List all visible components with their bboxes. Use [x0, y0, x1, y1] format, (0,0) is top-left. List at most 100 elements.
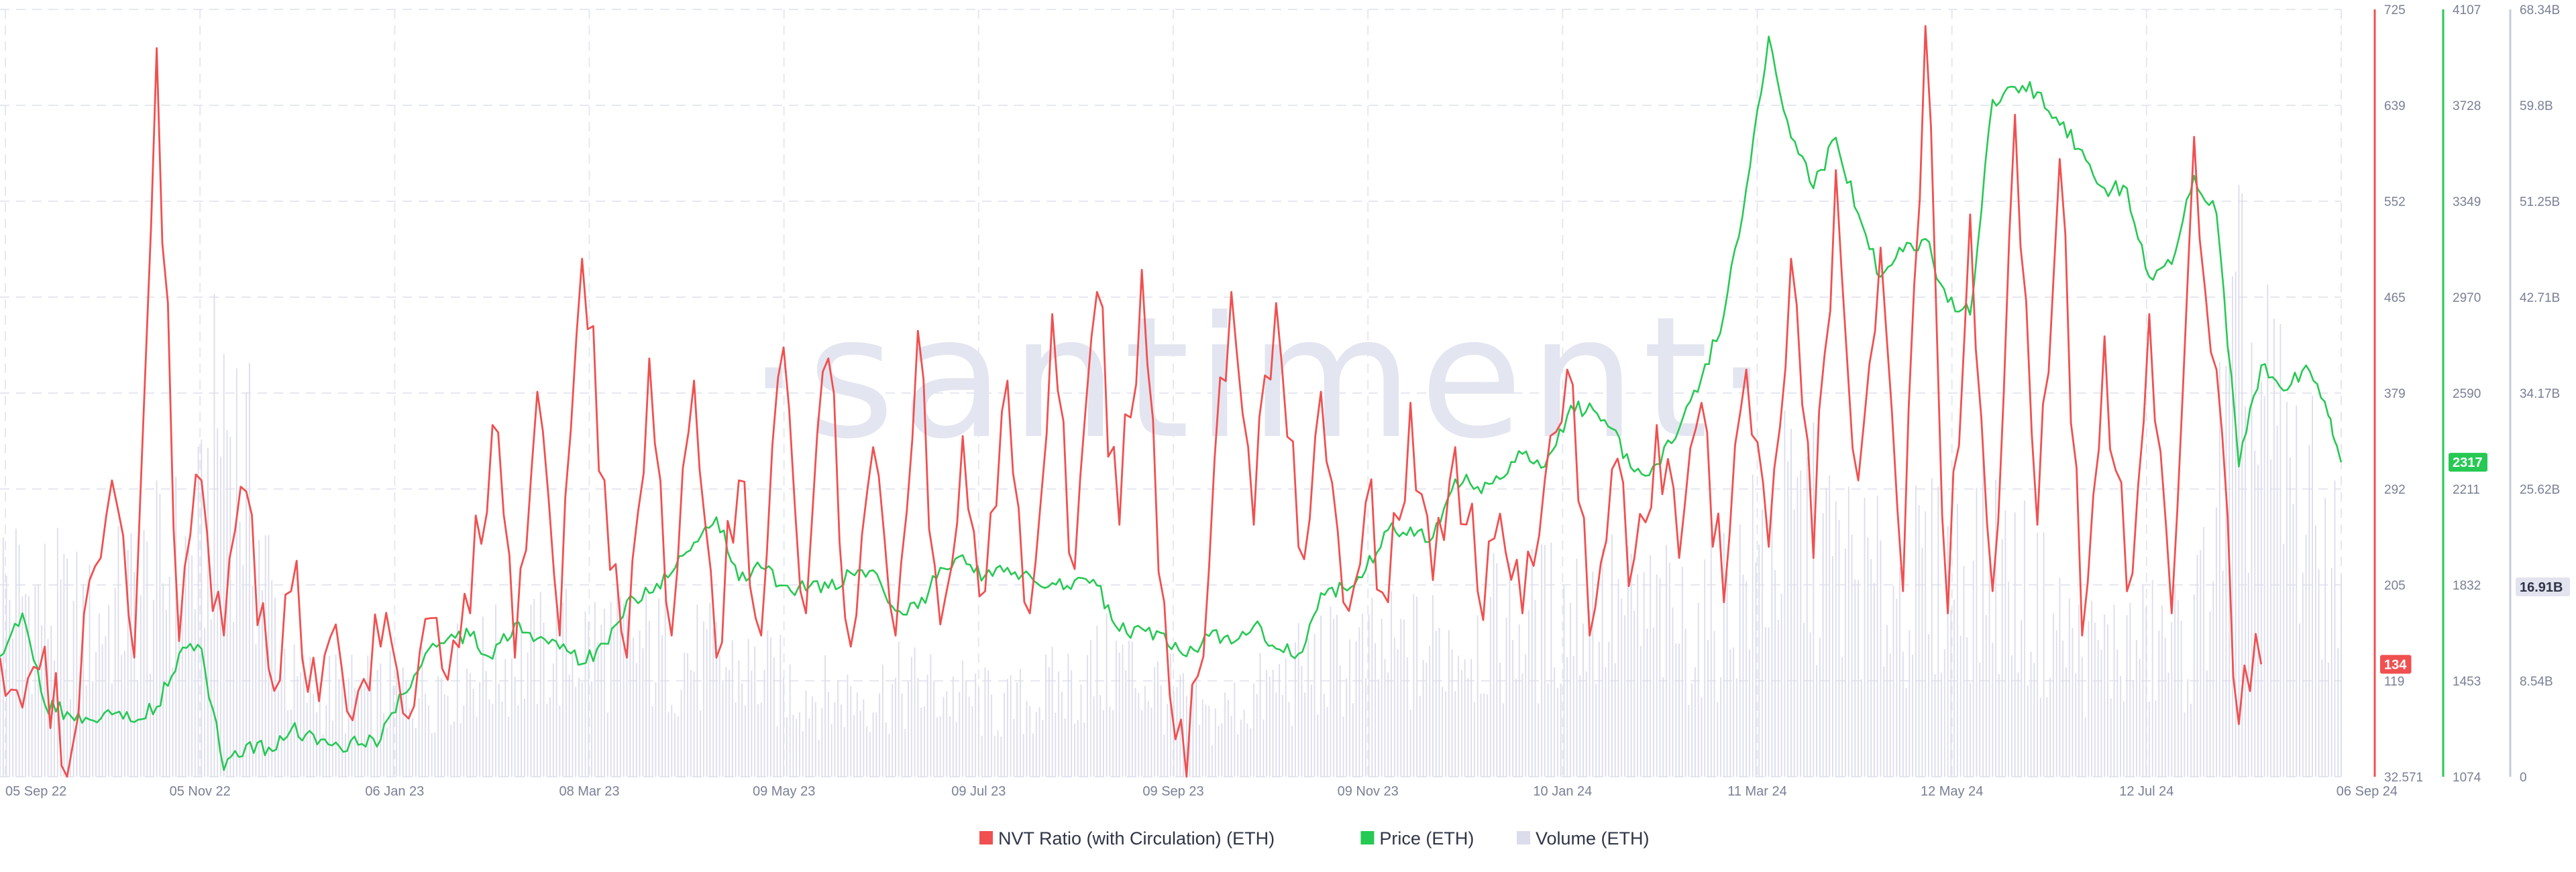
- legend-label: Volume (ETH): [1536, 828, 1650, 849]
- volume-bar: [47, 639, 49, 777]
- volume-bar: [792, 714, 794, 777]
- volume-bar: [517, 705, 519, 777]
- volume-bar: [2062, 641, 2064, 777]
- volume-bar: [1141, 710, 1142, 777]
- volume-bar: [1777, 619, 1779, 777]
- volume-bar: [1467, 678, 1469, 777]
- volume-bar: [2337, 648, 2339, 777]
- volume-bar: [1851, 534, 1853, 777]
- volume-bar: [2312, 396, 2313, 777]
- volume-bar: [1554, 667, 1556, 777]
- volume-bar: [879, 693, 881, 777]
- volume-bar: [1723, 533, 1725, 777]
- volume-bar: [690, 670, 692, 777]
- volume-bar: [776, 726, 778, 777]
- volume-bar: [2330, 567, 2332, 777]
- volume-bar: [546, 704, 548, 777]
- volume-bar: [1160, 685, 1162, 777]
- volume-bar: [1259, 653, 1261, 777]
- volume-bar: [1157, 661, 1159, 777]
- volume-bar: [1451, 649, 1453, 777]
- volume-bar: [1429, 646, 1431, 777]
- volume-bar: [2212, 581, 2214, 777]
- volume-bar: [2321, 659, 2323, 777]
- volume-bar: [1838, 520, 1840, 777]
- volume-bar: [347, 678, 350, 777]
- volume-bar: [606, 712, 608, 777]
- volume-bar: [409, 708, 411, 777]
- volume-bar: [1131, 641, 1133, 777]
- volume-bar: [1342, 716, 1344, 777]
- volume-bar: [882, 664, 883, 777]
- x-axis-labels: 05 Sep 22 05 Nov 22 06 Jan 23 08 Mar 23 09 M…: [5, 784, 2398, 799]
- volume-bar: [1525, 654, 1527, 777]
- volume-bar: [1144, 686, 1146, 777]
- volume-bar: [2180, 620, 2182, 777]
- volume-bar: [741, 683, 743, 777]
- volume-bar: [1934, 674, 1936, 777]
- volume-bar: [2161, 605, 2163, 777]
- volume-bars: [0, 185, 2342, 777]
- volume-bar: [1499, 662, 1501, 777]
- volume-bar: [1518, 624, 1520, 777]
- volume-bar: [1870, 559, 1872, 777]
- volume-bar: [264, 535, 266, 777]
- volume-bar: [1112, 710, 1114, 777]
- volume-bar: [1582, 623, 1584, 777]
- volume-bar: [648, 620, 650, 777]
- volume-bar: [1662, 677, 1664, 777]
- price-tick-label: 3349: [2453, 195, 2481, 209]
- volume-bar: [1512, 640, 1514, 777]
- volume-bar: [830, 724, 833, 777]
- volume-bar: [2135, 640, 2137, 777]
- volume-bar: [2216, 507, 2217, 777]
- volume-bar: [674, 713, 676, 777]
- volume-bar: [1067, 653, 1069, 777]
- volume-bar: [1912, 654, 1914, 777]
- volume-bar: [392, 686, 394, 777]
- volume-bar: [747, 639, 749, 777]
- volume-bar: [936, 717, 938, 777]
- volume-bar: [28, 596, 30, 777]
- volume-bar: [2043, 532, 2045, 777]
- volume-bar: [2328, 662, 2329, 777]
- legend-swatch: [979, 831, 993, 844]
- volume-bar: [2267, 284, 2269, 777]
- volume-bar: [2097, 640, 2099, 777]
- volume-bar: [1022, 734, 1024, 777]
- volume-bar: [971, 706, 973, 777]
- volume-bar: [2334, 480, 2336, 777]
- volume-bar: [1224, 692, 1226, 777]
- volume-bar: [1493, 553, 1495, 777]
- volume-bar: [1445, 692, 1446, 777]
- volume-bar: [1442, 686, 1444, 777]
- volume-bar: [415, 728, 417, 777]
- volume-bar: [1864, 498, 1866, 777]
- volume-bar: [2164, 637, 2166, 777]
- volume-bar: [706, 629, 708, 777]
- volume-bar: [2030, 651, 2032, 777]
- volume-bar: [1746, 581, 1748, 777]
- volume-bar: [504, 659, 506, 777]
- volume-bar: [1020, 669, 1021, 777]
- volume-bar: [434, 732, 436, 777]
- volume-bar: [1889, 653, 1891, 777]
- volume-bar: [1691, 683, 1693, 777]
- volume-bar: [1646, 629, 1648, 777]
- volume-bar: [1364, 678, 1366, 777]
- volume-bar: [1489, 596, 1491, 777]
- volume-bar: [1883, 666, 1885, 777]
- volume-bar: [1998, 674, 2000, 777]
- volume-bar: [1474, 702, 1475, 777]
- volume-bar: [2324, 498, 2326, 777]
- volume-bar: [1004, 692, 1005, 777]
- volume-bar: [2116, 649, 2118, 777]
- volume-bar: [1055, 712, 1057, 777]
- volume-bar: [1976, 488, 1978, 777]
- volume-bar: [284, 648, 286, 777]
- volume-bar: [594, 602, 596, 777]
- volume-bar: [754, 647, 756, 777]
- volume-bar: [1598, 641, 1600, 777]
- volume-bar: [2011, 655, 2012, 777]
- volume-bar: [729, 669, 730, 777]
